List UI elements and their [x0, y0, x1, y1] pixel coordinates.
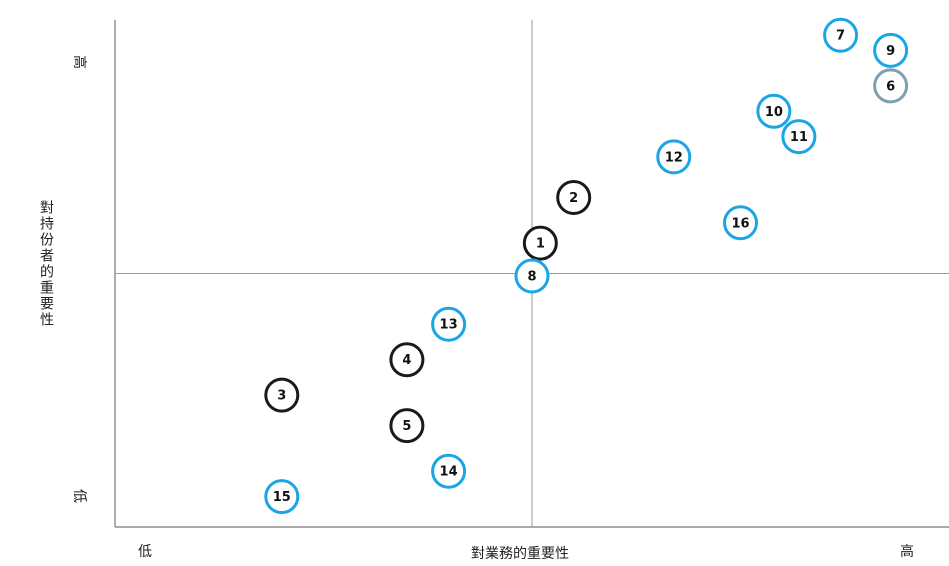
point-marker-12 — [656, 139, 692, 175]
point-label-16: 16 — [731, 216, 749, 231]
point-marker-8 — [514, 258, 550, 294]
x-axis-high-label: 高 — [900, 543, 914, 560]
point-label-3: 3 — [277, 389, 286, 404]
point-label-8: 8 — [527, 270, 536, 285]
data-point-14: 14 — [431, 453, 467, 489]
point-label-11: 11 — [790, 130, 808, 145]
point-marker-16 — [723, 205, 758, 241]
point-label-12: 12 — [665, 150, 683, 165]
point-marker-10 — [756, 93, 792, 129]
data-point-15: 15 — [264, 479, 300, 515]
point-label-9: 9 — [886, 44, 895, 59]
data-point-6: 6 — [873, 68, 909, 104]
y-axis-high-label: 高 — [71, 55, 88, 69]
point-marker-1 — [522, 225, 558, 261]
point-marker-6 — [873, 68, 909, 104]
point-label-15: 15 — [273, 490, 291, 505]
data-point-3: 3 — [264, 377, 300, 413]
point-marker-15 — [264, 479, 300, 515]
data-point-7: 7 — [823, 17, 859, 53]
point-marker-9 — [873, 32, 909, 68]
point-label-4: 4 — [402, 353, 411, 368]
data-point-8: 8 — [514, 258, 550, 294]
point-marker-2 — [556, 179, 592, 215]
data-point-9: 9 — [873, 32, 909, 68]
point-marker-14 — [431, 453, 467, 489]
x-axis-low-label: 低 — [138, 544, 152, 560]
data-point-5: 5 — [389, 408, 425, 444]
point-marker-4 — [389, 342, 425, 378]
x-axis-title: 對業務的重要性 — [471, 546, 569, 562]
data-point-2: 2 — [556, 179, 592, 215]
point-marker-13 — [431, 306, 467, 342]
data-point-12: 12 — [656, 139, 692, 175]
data-point-13: 13 — [431, 306, 467, 342]
data-point-1: 1 — [522, 225, 558, 261]
point-marker-7 — [823, 17, 859, 53]
data-point-4: 4 — [389, 342, 425, 378]
data-point-16: 16 — [723, 205, 758, 241]
point-label-14: 14 — [440, 465, 458, 480]
y-axis-title: 對持份者的重要性 — [38, 200, 54, 328]
point-label-13: 13 — [440, 318, 458, 333]
point-label-6: 6 — [886, 79, 895, 94]
data-point-10: 10 — [756, 93, 792, 129]
point-label-7: 7 — [836, 29, 845, 44]
point-label-2: 2 — [569, 191, 578, 206]
point-marker-5 — [389, 408, 425, 444]
point-label-10: 10 — [765, 105, 783, 120]
data-point-11: 11 — [781, 119, 817, 155]
y-axis-low-label: 低 — [71, 489, 87, 503]
point-label-5: 5 — [402, 419, 411, 434]
point-marker-11 — [781, 119, 817, 155]
point-marker-3 — [264, 377, 300, 413]
point-label-1: 1 — [536, 237, 545, 252]
